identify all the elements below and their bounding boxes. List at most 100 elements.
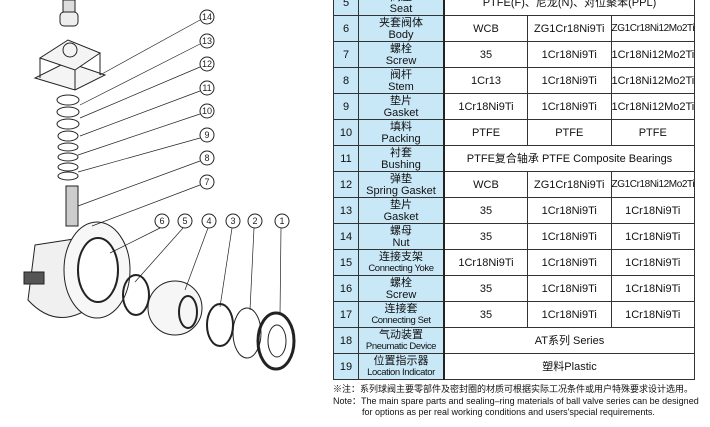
part-number: 17: [333, 301, 359, 328]
material-2: 1Cr18Ni9Ti: [527, 301, 612, 328]
leader-lines: [77, 19, 282, 316]
table-row: 12 弹垫 Spring Gasket WCB ZG1Cr18Ni9Ti ZG1Cr18N…: [333, 171, 695, 198]
material-1: WCB: [443, 171, 528, 198]
part-name-en: Screw: [385, 54, 417, 67]
part-number: 9: [333, 93, 359, 120]
ball-seat-ring-part: [122, 274, 150, 316]
table-row: 10 填料 Packing PTFE PTFE PTFE: [333, 119, 695, 146]
callout-3: 3: [225, 213, 241, 229]
svg-text:1: 1: [279, 216, 284, 226]
part-number: 13: [333, 197, 359, 224]
table-row: 13 垫片 Gasket 35 1Cr18Ni9Ti 1Cr18Ni9Ti: [333, 197, 695, 224]
part-number: 5: [333, 0, 359, 16]
callout-5: 5: [177, 213, 193, 229]
part-name-en: Pneumatic Device: [365, 340, 437, 352]
part-name-en: Connecting Yoke: [368, 262, 434, 274]
material-all: AT系列 Series: [443, 327, 695, 354]
part-name: 阀座Seat: [358, 0, 445, 16]
part-name: 螺栓 Screw: [358, 41, 445, 68]
material-3: 1Cr18Ni9Ti: [610, 301, 695, 328]
table-row: 5阀座SeatPTFE(F)、尼龙(N)、对位聚苯(PPL): [333, 0, 695, 16]
material-3: ZG1Cr18Ni12Mo2Ti: [610, 171, 695, 198]
callout-12: 12: [199, 56, 215, 72]
part-name: 螺母 Nut: [358, 223, 445, 250]
material-3: PTFE: [610, 119, 695, 146]
position-indicator-part: [59, 0, 79, 27]
part-number: 14: [333, 223, 359, 250]
seat-rings-part: [206, 303, 296, 371]
part-name-en: Spring Gasket: [366, 184, 436, 197]
svg-text:14: 14: [202, 12, 212, 22]
connecting-yoke-part: [33, 39, 107, 91]
material-3: 1Cr18Ni9Ti: [610, 223, 695, 250]
material-1: 1Cr18Ni9Ti: [443, 93, 528, 120]
material-3: 1Cr18Ni12Mo2Ti: [610, 41, 695, 68]
part-name: 衬套 Bushing: [358, 145, 445, 172]
part-name-en: Seat: [389, 2, 413, 15]
callout-2: 2: [247, 213, 263, 229]
part-number: 18: [333, 327, 359, 354]
part-name-zh: 阀座: [359, 0, 442, 3]
table-row: 7 螺栓 Screw 35 1Cr18Ni9Ti 1Cr18Ni12Mo2Ti: [333, 41, 695, 68]
material-1: 1Cr18Ni9Ti: [443, 249, 528, 276]
callout-14: 14: [199, 9, 215, 25]
note-english-line1: Note：The main spare parts and sealing–ri…: [333, 396, 699, 406]
part-name-en: Connecting Set: [371, 314, 431, 326]
part-name-zh: 夹套阀体: [379, 16, 423, 29]
part-name: 螺栓 Screw: [358, 275, 445, 302]
svg-text:10: 10: [202, 106, 212, 116]
svg-text:7: 7: [204, 177, 209, 187]
material-1: 35: [443, 275, 528, 302]
part-name-zh: 填料: [390, 120, 412, 133]
material-2: 1Cr18Ni9Ti: [527, 93, 612, 120]
ball-part: [147, 280, 203, 336]
part-name-zh: 垫片: [390, 198, 412, 211]
material-all: PTFE(F)、尼龙(N)、对位聚苯(PPL): [443, 0, 695, 16]
note-english-line2: for options as per real working conditio…: [362, 407, 655, 417]
part-name: 垫片 Gasket: [358, 197, 445, 224]
table-row: 11 衬套 Bushing PTFE复合轴承 PTFE Composite Beari…: [333, 145, 695, 172]
material-2: 1Cr18Ni9Ti: [527, 275, 612, 302]
part-name: 夹套阀体 Body: [358, 15, 445, 42]
part-name-zh: 垫片: [390, 94, 412, 107]
part-number: 19: [333, 353, 359, 380]
part-number: 8: [333, 67, 359, 94]
part-number: 16: [333, 275, 359, 302]
part-name: 阀杆 Stem: [358, 67, 445, 94]
part-name: 连接支架 Connecting Yoke: [358, 249, 445, 276]
callout-6: 6: [154, 213, 170, 229]
part-name: 位置指示器 Location Indicator: [358, 353, 445, 380]
callout-1: 1: [274, 213, 290, 229]
part-name-en: Gasket: [383, 210, 419, 223]
svg-text:12: 12: [202, 59, 212, 69]
part-name-en: Body: [388, 28, 414, 41]
material-all: PTFE复合轴承 PTFE Composite Bearings: [443, 145, 695, 172]
part-number: 7: [333, 41, 359, 68]
svg-text:5: 5: [182, 216, 187, 226]
svg-text:6: 6: [159, 216, 164, 226]
part-name: 弹垫 Spring Gasket: [358, 171, 445, 198]
part-number: 11: [333, 145, 359, 172]
material-all: 塑料Plastic: [443, 353, 695, 380]
part-name-en: Location Indicator: [367, 366, 435, 378]
part-name-zh: 弹垫: [390, 172, 412, 185]
svg-text:2: 2: [252, 216, 257, 226]
material-2: 1Cr18Ni9Ti: [527, 67, 612, 94]
material-2: PTFE: [527, 119, 612, 146]
svg-text:4: 4: [206, 216, 211, 226]
svg-text:9: 9: [204, 130, 209, 140]
parts-material-table: 5阀座SeatPTFE(F)、尼龙(N)、对位聚苯(PPL)6夹套阀体BodyW…: [333, 0, 695, 380]
table-row: 18 气动装置 Pneumatic Device AT系列 Series: [333, 327, 695, 354]
table-row: 16 螺栓 Screw 35 1Cr18Ni9Ti 1Cr18Ni9Ti: [333, 275, 695, 302]
material-1: 35: [443, 223, 528, 250]
part-name: 气动装置 Pneumatic Device: [358, 327, 445, 354]
callout-9: 9: [199, 127, 215, 143]
part-name-zh: 连接套: [384, 302, 418, 315]
material-1: 35: [443, 301, 528, 328]
packing-rings-part: [56, 94, 80, 181]
table-row: 9 垫片 Gasket 1Cr18Ni9Ti 1Cr18Ni9Ti 1Cr18Ni12Mo…: [333, 93, 695, 120]
note-chinese: ※注：系列球阀主要零部件及密封圈的材质可根据实际工况条件或用户特殊要求设计选用。: [333, 384, 694, 394]
material-2: 1Cr18Ni9Ti: [527, 249, 612, 276]
